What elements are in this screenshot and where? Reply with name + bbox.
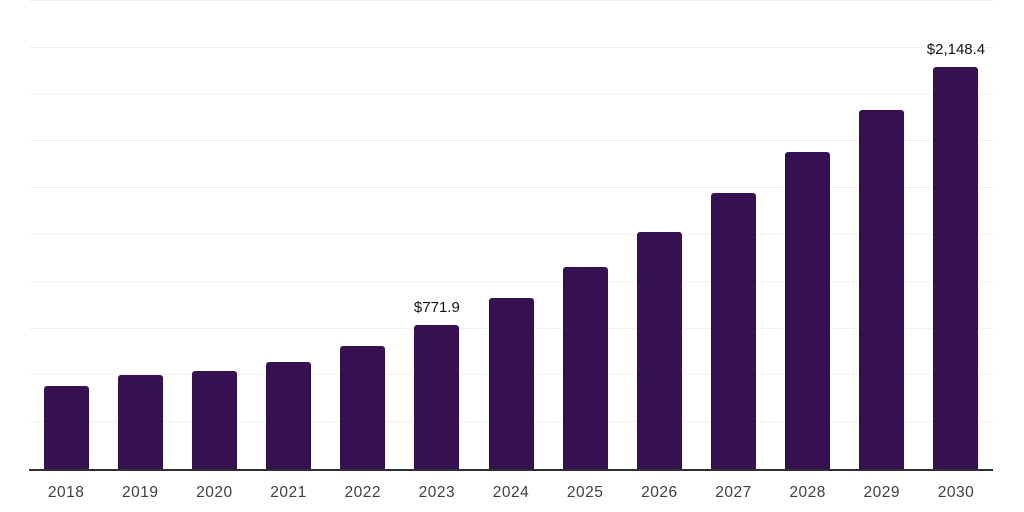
bar-band-2020 xyxy=(177,1,251,469)
bar-band-2027 xyxy=(696,1,770,469)
bar-2027 xyxy=(710,192,756,469)
bar-2026 xyxy=(636,231,682,469)
bar-2021 xyxy=(266,361,312,469)
x-tick-label-2020: 2020 xyxy=(196,484,233,501)
gridline-1750 xyxy=(29,140,993,142)
x-tick-label-2030: 2030 xyxy=(937,484,975,501)
gridline-2000 xyxy=(29,93,993,95)
x-tick-label-2025: 2025 xyxy=(566,484,604,501)
bar-band-2018 xyxy=(29,1,103,469)
x-axis-tick-labels: 2018 2019 2020 2021 2022 2023 2024 2025 2026 2027… xyxy=(29,483,993,503)
x-tick-label-2024: 2024 xyxy=(492,484,530,501)
x-tick-label-2029: 2029 xyxy=(863,484,901,501)
x-tick-label-2023: 2023 xyxy=(418,484,456,501)
gridline-2500 xyxy=(29,0,993,1)
gridline-1500 xyxy=(29,187,993,189)
bar-band-2030: $2,148.4 xyxy=(919,1,993,469)
bar-band-2024 xyxy=(474,1,548,469)
bar-band-2025 xyxy=(548,1,622,469)
bar-2022 xyxy=(340,345,386,469)
x-tick-label-2022: 2022 xyxy=(344,484,381,501)
x-tick-label-2018: 2018 xyxy=(47,484,85,501)
bar-2018 xyxy=(43,385,89,469)
x-tick-label-2026: 2026 xyxy=(641,484,678,501)
bar-band-2023: $771.9 xyxy=(400,1,474,469)
bar-2029 xyxy=(859,109,905,469)
value-label-2023: $771.9 xyxy=(413,298,460,316)
bars-layer: $771.9 $2,148.4 xyxy=(29,1,993,469)
bar-band-2021 xyxy=(251,1,325,469)
bar-2025 xyxy=(562,266,608,469)
bar-band-2028 xyxy=(771,1,845,469)
gridline-2250 xyxy=(29,46,993,48)
bar-band-2029 xyxy=(845,1,919,469)
bar-2028 xyxy=(785,152,831,469)
x-tick-label-2019: 2019 xyxy=(121,484,159,501)
gridline-1000 xyxy=(29,280,993,282)
bar-2030 xyxy=(933,66,979,469)
gridline-1250 xyxy=(29,234,993,235)
x-tick-label-2021: 2021 xyxy=(270,484,307,501)
bar-2024 xyxy=(488,298,534,469)
bar-band-2022 xyxy=(326,1,400,469)
x-axis-line xyxy=(29,469,993,471)
bar-band-2026 xyxy=(622,1,696,469)
value-label-2030: $2,148.4 xyxy=(926,40,986,58)
x-tick-label-2028: 2028 xyxy=(789,484,826,501)
bar-2019 xyxy=(117,374,163,469)
bar-2023 xyxy=(414,324,460,469)
bar-band-2019 xyxy=(103,1,177,469)
bar-2020 xyxy=(191,370,237,469)
plot-area: $771.9 $2,148.4 xyxy=(29,0,993,471)
x-tick-label-2027: 2027 xyxy=(715,484,752,501)
